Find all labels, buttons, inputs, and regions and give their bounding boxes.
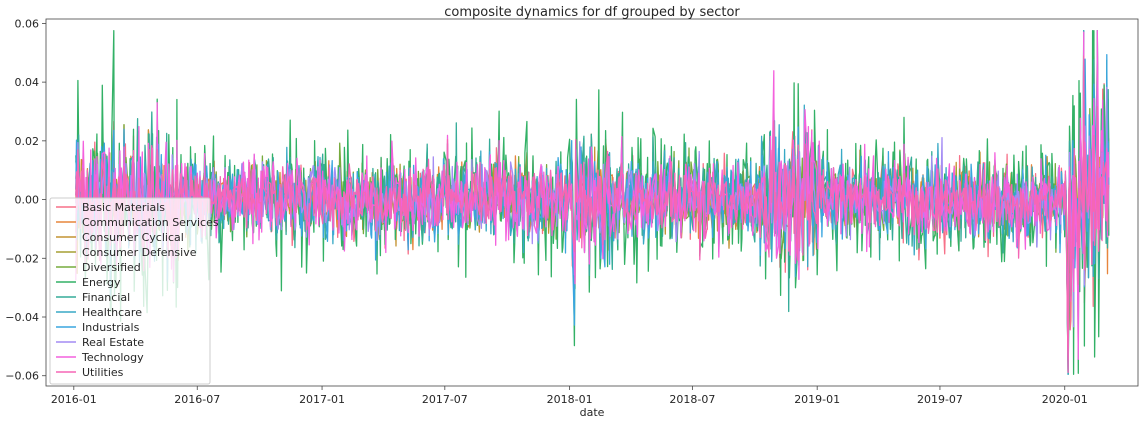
y-tick-label: 0.00 [15, 194, 40, 207]
x-tick-label: 2019-01 [794, 393, 840, 406]
series-layer [75, 30, 1110, 375]
legend-label: Consumer Cyclical [82, 231, 184, 244]
x-axis-label: date [580, 406, 605, 419]
x-tick-label: 2017-07 [422, 393, 468, 406]
legend-label: Financial [82, 291, 130, 304]
axes-layer: 0.06 0.04 0.02 0.00 −0.02 −0.04 −0.06 2016-01 20… [5, 17, 1139, 406]
y-tick-label: −0.06 [5, 370, 39, 383]
legend-label: Consumer Defensive [82, 246, 197, 259]
legend-box [49, 197, 211, 385]
x-tick-label: 2018-07 [669, 393, 715, 406]
x-tick-label: 2020-01 [1042, 393, 1088, 406]
series-line-utilities [75, 55, 1110, 374]
legend-label: Communication Services [82, 216, 219, 229]
legend-label: Basic Materials [82, 201, 165, 214]
legend-label: Healthcare [82, 306, 142, 319]
y-tick-label: 0.04 [15, 76, 40, 89]
legend: Basic Materials Communication Services Con… [49, 197, 219, 385]
y-tick-label: 0.06 [15, 17, 40, 30]
x-tick-label: 2016-01 [51, 393, 97, 406]
legend-label: Industrials [82, 321, 140, 334]
x-tick-label: 2016-07 [174, 393, 220, 406]
x-tick-label: 2017-01 [299, 393, 345, 406]
y-tick-label: −0.02 [5, 252, 39, 265]
y-tick-label: 0.02 [15, 135, 40, 148]
legend-label: Technology [81, 351, 144, 364]
legend-label: Energy [82, 276, 121, 289]
x-tick-label: 2018-01 [547, 393, 593, 406]
chart-title: composite dynamics for df grouped by sec… [444, 5, 740, 20]
legend-label: Diversified [82, 261, 141, 274]
legend-label: Utilities [82, 366, 124, 379]
y-tick-label: −0.04 [5, 311, 39, 324]
x-tick-label: 2019-07 [917, 393, 963, 406]
plot-frame [45, 18, 1139, 387]
legend-label: Real Estate [82, 336, 144, 349]
